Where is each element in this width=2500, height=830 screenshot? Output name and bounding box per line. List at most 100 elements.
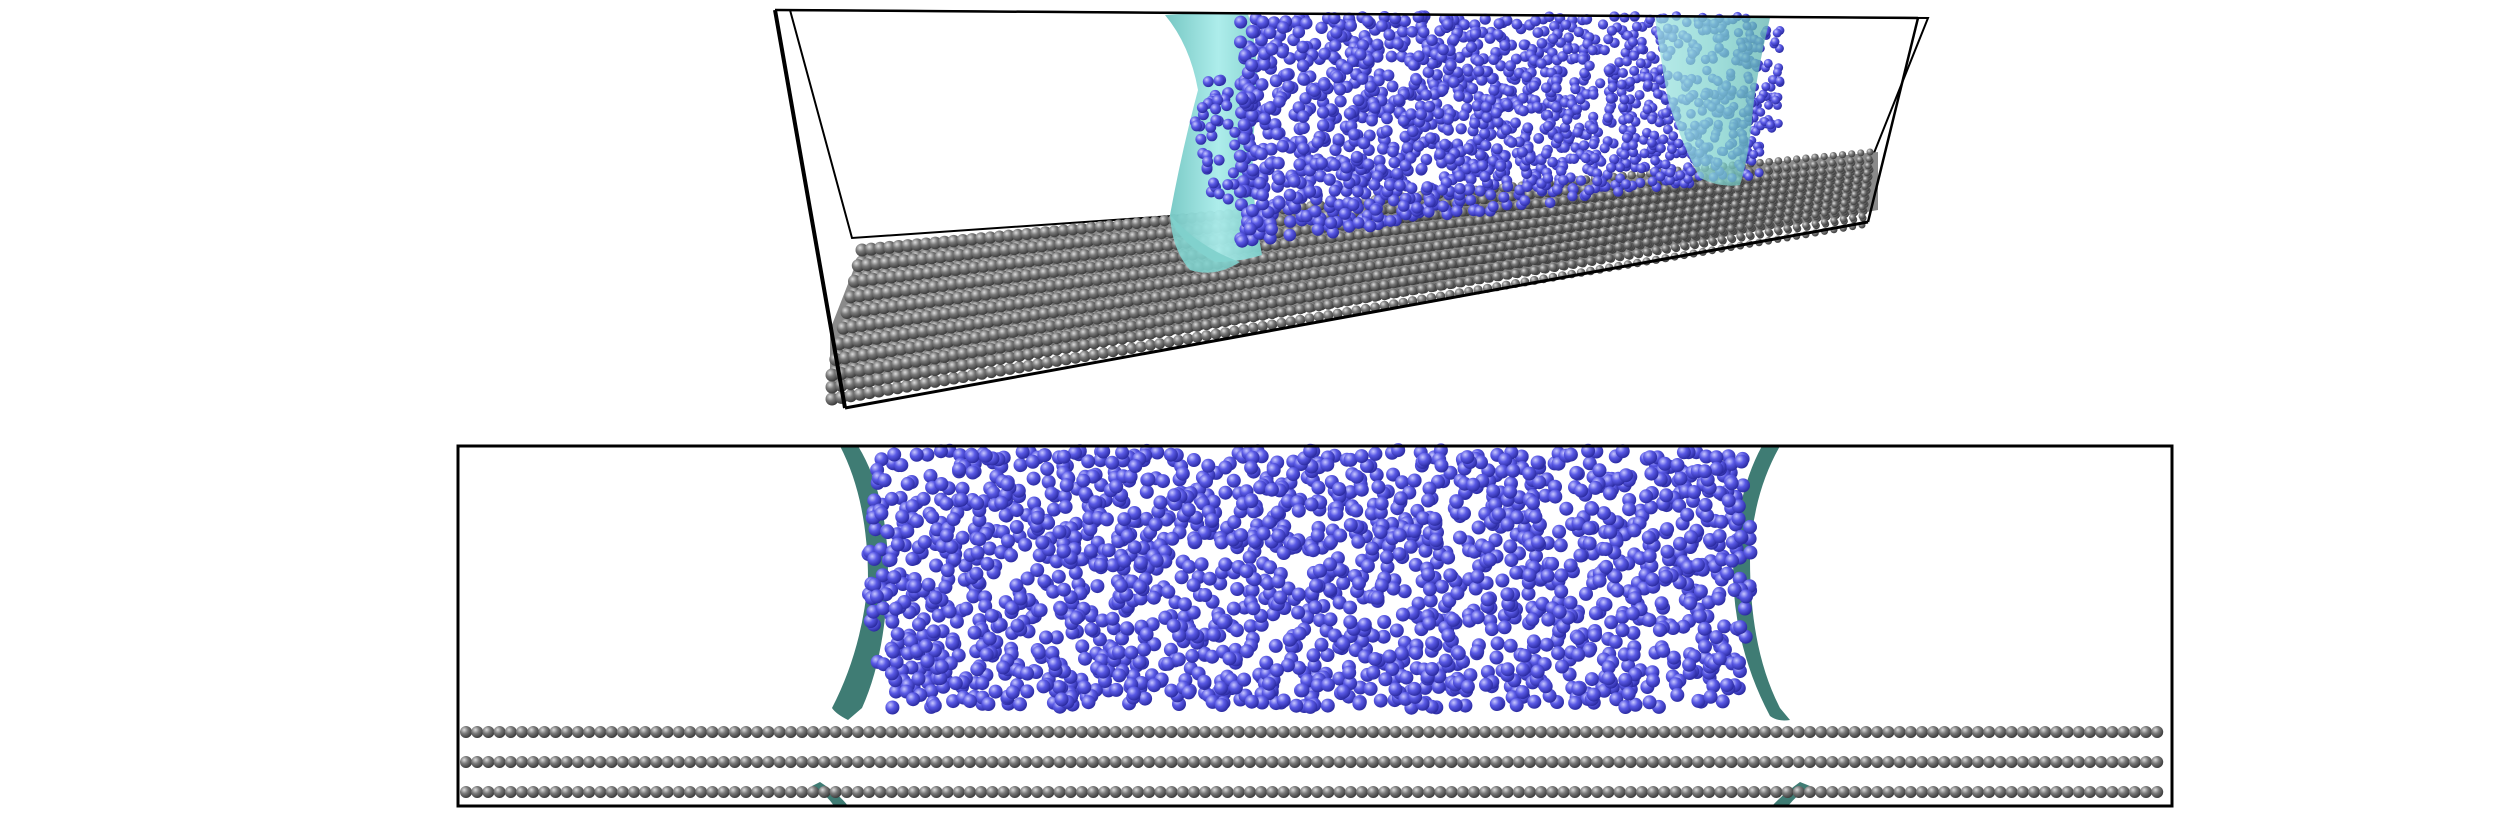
liquid-atom <box>1524 152 1536 164</box>
substrate-atom <box>1648 203 1657 212</box>
substrate-atom <box>1360 283 1371 293</box>
substrate-atom <box>1201 319 1212 331</box>
substrate-atom <box>1689 240 1698 248</box>
substrate-atom <box>888 255 902 269</box>
substrate-atom <box>1072 315 1085 328</box>
liquid-atom <box>1552 524 1567 539</box>
liquid-atom <box>1332 133 1345 146</box>
substrate-atom <box>1698 229 1707 237</box>
substrate-atom <box>853 387 867 401</box>
substrate-atom <box>963 318 977 331</box>
substrate-atom <box>1712 203 1721 211</box>
substrate-atom <box>1200 272 1211 284</box>
substrate-atom <box>1717 226 1726 234</box>
liquid-atom <box>1517 146 1528 158</box>
substrate-atom <box>1342 242 1353 253</box>
substrate-atom <box>1520 257 1530 267</box>
substrate-atom <box>1481 224 1491 234</box>
substrate-atom <box>1680 232 1689 240</box>
substrate-atom <box>1039 226 1052 239</box>
substrate-atom <box>948 306 961 319</box>
substrate-atom <box>1463 226 1473 237</box>
substrate-atom <box>1147 304 1159 316</box>
substrate-atom <box>1085 221 1097 234</box>
substrate-atom <box>1218 269 1230 281</box>
substrate-atom <box>1277 250 1288 261</box>
liquid-atom <box>1599 45 1610 56</box>
substrate-atom <box>911 311 924 325</box>
substrate-atom <box>1219 305 1231 317</box>
substrate-atom <box>1595 255 1605 264</box>
substrate-atom <box>1330 254 1341 265</box>
substrate-atom <box>1605 190 1615 200</box>
liquid-atom <box>1589 152 1600 163</box>
substrate-atom <box>1717 235 1726 244</box>
liquid-atom <box>1373 693 1388 708</box>
liquid-atom <box>1406 26 1418 38</box>
substrate-atom <box>1388 278 1399 289</box>
liquid-atom <box>1506 136 1518 148</box>
liquid-atom <box>1328 158 1341 171</box>
substrate-atom <box>953 248 966 262</box>
substrate-atom <box>1175 263 1186 275</box>
substrate-atom <box>1395 245 1406 256</box>
liquid-atom <box>1542 120 1554 132</box>
liquid-atom <box>1385 50 1398 63</box>
substrate-atom <box>1360 303 1371 314</box>
substrate-atom <box>899 283 913 297</box>
substrate-atom <box>1501 260 1511 270</box>
liquid-atom <box>1380 125 1393 137</box>
substrate-atom <box>1774 217 1782 225</box>
substrate-atom <box>956 234 969 247</box>
substrate-atom <box>1458 247 1469 257</box>
liquid-atom <box>1773 119 1783 128</box>
substrate-atom <box>1829 152 1837 160</box>
substrate-atom <box>1426 272 1437 283</box>
liquid-atom <box>1536 58 1547 69</box>
liquid-atom <box>1051 569 1066 584</box>
substrate-atom <box>1736 223 1745 231</box>
substrate-atom <box>1248 301 1259 312</box>
substrate-atom <box>934 250 948 264</box>
substrate-atom <box>1598 227 1608 236</box>
liquid-atom <box>1426 57 1439 70</box>
liquid-atom <box>1599 143 1610 154</box>
substrate-atom <box>1782 163 1791 172</box>
liquid-atom <box>1243 222 1257 236</box>
substrate-atom <box>1088 248 1100 260</box>
liquid-atoms-side <box>861 443 1758 715</box>
liquid-atom <box>1481 111 1493 123</box>
substrate-atom <box>1849 205 1857 212</box>
substrate-atom <box>1381 226 1392 237</box>
liquid-atom <box>1293 158 1306 171</box>
substrate-atom <box>1428 220 1438 231</box>
substrate-atom <box>1472 225 1482 235</box>
substrate-atom <box>1004 298 1017 311</box>
substrate-atom <box>1140 216 1152 229</box>
substrate-atom <box>1642 247 1651 256</box>
liquid-atom <box>1343 220 1356 233</box>
substrate-atom <box>938 235 951 249</box>
liquid-atom <box>1642 104 1653 115</box>
substrate-atom <box>1571 231 1580 240</box>
substrate-atom <box>1209 271 1221 282</box>
substrate-atom <box>1628 214 1638 223</box>
liquid-atom <box>1290 15 1303 29</box>
liquid-atom <box>1348 128 1361 141</box>
substrate-atom <box>1007 284 1020 297</box>
liquid-atom <box>1436 184 1448 196</box>
substrate-atom <box>1799 169 1808 177</box>
substrate-atom <box>1756 212 1765 220</box>
substrate-atom <box>1445 269 1455 279</box>
substrate-atom <box>1765 210 1774 219</box>
substrate-atom <box>1168 251 1180 263</box>
substrate-atom <box>975 367 988 380</box>
substrate-atom <box>1658 202 1667 211</box>
liquid-atom <box>1264 142 1278 156</box>
liquid-atom <box>1465 194 1477 206</box>
liquid-atom <box>1369 203 1382 216</box>
substrate-atom <box>892 314 906 327</box>
substrate-atom <box>1416 232 1427 243</box>
substrate-atom <box>980 245 994 259</box>
substrate-atom <box>1054 238 1067 251</box>
